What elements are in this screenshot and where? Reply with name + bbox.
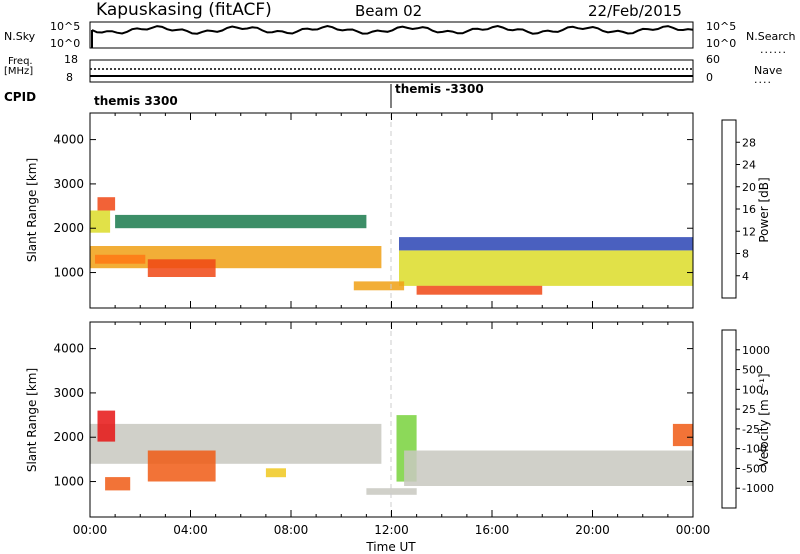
power-axes: 1000 2000 3000 4000 xyxy=(53,113,694,308)
colorbar-tick-label: 1000 xyxy=(742,344,770,357)
x-tick-label: 04:00 xyxy=(173,523,208,537)
x-tick-label: 12:00 xyxy=(374,523,409,537)
colorbar-frame xyxy=(721,119,737,299)
freq-left-unit: [MHz] xyxy=(4,66,34,77)
heat-band xyxy=(399,250,693,286)
colorbar-tick-label: -100 xyxy=(742,443,767,456)
colorbar-frame xyxy=(721,329,737,509)
heat-band xyxy=(97,410,116,442)
noise-left-tick-bottom: 10^0 xyxy=(50,37,81,50)
station-title: Kapuskasing (fitACF) xyxy=(96,0,272,20)
heat-band xyxy=(147,450,216,482)
colorbar-tick-label: 20 xyxy=(742,181,756,194)
noise-left-label: N.Sky xyxy=(4,30,36,43)
freq-left-label: Freq. xyxy=(8,56,33,67)
velocity-ylabel: Slant Range [km] xyxy=(25,368,39,472)
heat-band xyxy=(147,259,216,277)
time-xlabel: Time UT xyxy=(365,540,416,554)
heat-band xyxy=(105,477,131,491)
y-tick-label: 1000 xyxy=(53,475,84,489)
colorbar-tick-label: 8 xyxy=(742,248,749,261)
colorbar-tick-label: 24 xyxy=(742,159,756,172)
y-tick-label: 4000 xyxy=(53,342,84,356)
noise-sky-trace xyxy=(91,24,694,35)
heat-band xyxy=(416,285,543,295)
heat-band xyxy=(672,423,693,447)
x-tick-label: 20:00 xyxy=(575,523,610,537)
heat-band xyxy=(265,468,286,478)
beam-label: Beam 02 xyxy=(355,2,423,20)
heat-band xyxy=(90,423,382,464)
y-tick-label: 1000 xyxy=(53,266,84,280)
colorbar-tick-label: 25 xyxy=(742,403,756,416)
colorbar-tick-label: -25 xyxy=(742,423,760,436)
y-tick-label: 2000 xyxy=(53,221,84,235)
freq-left-tick-bottom: 8 xyxy=(66,71,73,84)
freq-panel-frame xyxy=(89,59,694,83)
colorbar-tick-label: -500 xyxy=(742,462,767,475)
colorbar-tick-label: 500 xyxy=(742,364,763,377)
velocity-colorbar-label: Velocity [m s⁻¹] xyxy=(757,373,771,466)
noise-right-tick-top: 10^5 xyxy=(706,20,737,33)
power-heatmap xyxy=(90,197,693,295)
y-tick-label: 3000 xyxy=(53,386,84,400)
y-tick-label: 4000 xyxy=(53,133,84,147)
heat-band xyxy=(90,210,111,233)
colorbar-tick-label: 16 xyxy=(742,203,756,216)
heat-band xyxy=(404,450,693,486)
power-colorbar: 4 8 12 16 20 24 28 xyxy=(721,119,756,299)
velocity-heatmap xyxy=(90,410,693,495)
heat-band xyxy=(353,281,405,291)
cpid-segment-2: themis -3300 xyxy=(395,82,484,96)
noise-right-label: N.Search xyxy=(746,30,796,43)
x-tick-label: 16:00 xyxy=(475,523,510,537)
heat-band xyxy=(399,237,693,251)
colorbar-tick-label: 28 xyxy=(742,136,756,149)
x-tick-label: 00:00 xyxy=(73,523,108,537)
colorbar-tick-label: -1000 xyxy=(742,482,774,495)
x-tick-label: 00:00 xyxy=(676,523,711,537)
noise-right-legend-dots: ...... xyxy=(760,43,787,56)
heat-band xyxy=(366,488,417,495)
freq-right-tick-bottom: 0 xyxy=(706,71,713,84)
velocity-axes: 1000 2000 3000 4000 00:00 04:00 08:00 12:00 16:0… xyxy=(53,322,710,537)
noise-left-tick-top: 10^5 xyxy=(50,20,81,33)
colorbar-tick-label: 100 xyxy=(742,383,763,396)
y-tick-label: 2000 xyxy=(53,430,84,444)
colorbar-tick-label: 12 xyxy=(742,225,756,238)
power-ylabel: Slant Range [km] xyxy=(25,158,39,262)
nave-label: Nave xyxy=(754,64,783,77)
noise-right-tick-bottom: 10^0 xyxy=(706,37,737,50)
cpid-segment-1: themis 3300 xyxy=(94,94,178,108)
cpid-label: CPID xyxy=(4,90,37,104)
noise-panel-frame xyxy=(89,21,694,49)
nave-legend-dots: .... xyxy=(754,73,772,86)
heat-band xyxy=(97,197,116,211)
x-tick-label: 08:00 xyxy=(274,523,309,537)
velocity-colorbar: 1000 500 100 25 -25 -100 -500 -1000 xyxy=(721,329,774,509)
heat-band xyxy=(95,254,146,264)
power-colorbar-label: Power [dB] xyxy=(757,177,771,242)
y-tick-label: 3000 xyxy=(53,177,84,191)
freq-left-tick-top: 18 xyxy=(64,53,78,66)
colorbar-tick-label: 4 xyxy=(742,270,749,283)
heat-band xyxy=(115,214,367,229)
freq-right-tick-top: 60 xyxy=(706,53,720,66)
date-label: 22/Feb/2015 xyxy=(588,2,682,20)
